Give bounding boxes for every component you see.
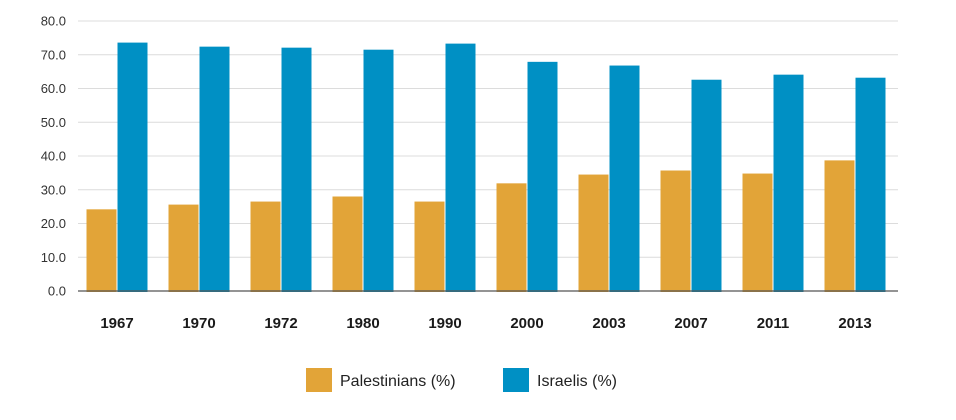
legend-swatch-palestinians (306, 368, 332, 392)
y-tick-label: 30.0 (41, 182, 66, 197)
bar-palestinians-2003 (578, 174, 609, 292)
x-tick-label: 2013 (838, 315, 871, 332)
bar-palestinians-1967 (86, 209, 117, 292)
y-tick-label: 10.0 (41, 250, 66, 265)
x-tick-label: 2000 (510, 315, 543, 332)
bar-palestinians-1980 (332, 196, 363, 292)
y-tick-label: 20.0 (41, 216, 66, 231)
x-tick-label: 1980 (346, 315, 379, 332)
x-tick-label: 1967 (100, 315, 133, 332)
bar-palestinians-2013 (824, 160, 855, 292)
bar-israelis-1972 (281, 47, 312, 292)
legend-swatch-israelis (503, 368, 529, 392)
y-tick-label: 80.0 (41, 14, 66, 29)
bar-israelis-2000 (527, 61, 558, 293)
bar-palestinians-1990 (414, 201, 445, 292)
bar-palestinians-1970 (168, 204, 199, 292)
legend-label: Palestinians (%) (340, 373, 456, 390)
bar-israelis-1967 (117, 42, 148, 292)
x-tick-label: 2011 (757, 315, 790, 332)
x-tick-label: 2003 (592, 315, 625, 332)
bar-israelis-2011 (773, 74, 804, 292)
bar-palestinians-2007 (660, 170, 691, 292)
x-tick-label: 1972 (264, 315, 297, 332)
bar-israelis-1970 (199, 46, 230, 293)
legend-label: Israelis (%) (537, 373, 617, 390)
bar-palestinians-1972 (250, 201, 281, 292)
x-tick-label: 1970 (182, 315, 215, 332)
x-tick-label: 1990 (428, 315, 461, 332)
bar-israelis-1980 (363, 49, 394, 292)
bar-israelis-2013 (855, 77, 886, 292)
bar-israelis-2007 (691, 79, 722, 292)
y-tick-label: 70.0 (41, 47, 66, 62)
y-tick-label: 60.0 (41, 81, 66, 96)
bar-palestinians-2000 (496, 183, 527, 292)
x-tick-label: 2007 (674, 315, 707, 332)
y-tick-label: 50.0 (41, 115, 66, 130)
bar-israelis-1990 (445, 43, 476, 292)
y-tick-label: 40.0 (41, 149, 66, 164)
bar-israelis-2003 (609, 65, 640, 292)
y-tick-label: 0.0 (48, 284, 66, 299)
bar-palestinians-2011 (742, 173, 773, 292)
